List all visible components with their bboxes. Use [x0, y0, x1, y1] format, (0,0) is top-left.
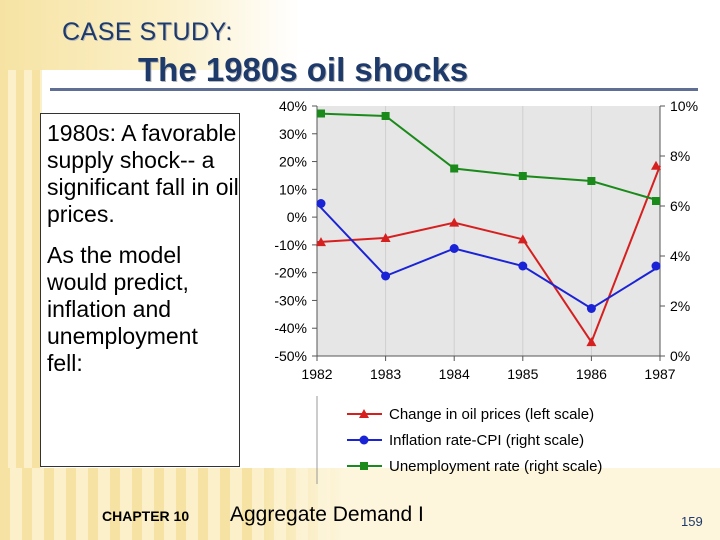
right-axis-tick-label: 4%: [670, 248, 690, 264]
x-axis-tick-label: 1986: [576, 366, 607, 382]
series-line-circle: [316, 202, 661, 310]
left-axis-tick-label: 20%: [279, 154, 307, 170]
left-axis-tick-label: -20%: [274, 265, 307, 281]
series-point-triangle: [380, 232, 391, 242]
right-axis-tick-label: 2%: [670, 298, 690, 314]
oil-shock-chart: 40% 30% 20% 10% 0% -10% -20% -30% -40% -50% 10% 8% 6…: [274, 98, 698, 484]
legend-marker: [359, 409, 369, 418]
series-point-square: [652, 197, 660, 205]
series-point-square: [587, 177, 596, 185]
series-point-square: [450, 164, 459, 173]
right-axis-tick-label: 8%: [670, 148, 690, 164]
series-point-circle: [651, 261, 661, 271]
slide-subtitle: CASE STUDY:: [62, 18, 233, 46]
legend-label: Unemployment rate (right scale): [389, 458, 602, 475]
chart-container: 40% 30% 20% 10% 0% -10% -20% -30% -40% -50% 10% 8% 6…: [250, 96, 720, 490]
left-axis-tick-label: 40%: [279, 98, 307, 114]
left-axis-tick-label: -10%: [274, 237, 307, 253]
legend-label: Inflation rate-CPI (right scale): [389, 432, 584, 449]
series-point-triangle: [517, 234, 528, 244]
body-text-box: 1980s: A favorable supply shock-- a sign…: [40, 113, 240, 467]
series-point-triangle: [586, 337, 597, 347]
bottom-band-fade: [250, 468, 720, 540]
right-axis-tick-label: 10%: [670, 98, 698, 114]
x-axis-tick-label: 1982: [301, 366, 332, 382]
left-decorative-band: [0, 0, 42, 540]
left-axis-tick-label: -50%: [274, 348, 307, 364]
series-point-square: [518, 172, 527, 180]
legend-label: Change in oil prices (left scale): [389, 406, 594, 423]
series-point-triangle: [449, 217, 460, 227]
footer-chapter: CHAPTER 10: [102, 508, 190, 524]
legend-marker: [360, 462, 368, 470]
title-divider: [50, 88, 698, 91]
right-axis-tick-label: 6%: [670, 198, 690, 214]
right-axis-tick-label: 0%: [670, 348, 690, 364]
footer-page-number: 159: [681, 514, 703, 529]
series-point-circle: [518, 261, 528, 271]
footer-course-title: Aggregate Demand I: [230, 503, 424, 526]
series-point-triangle: [651, 160, 661, 170]
left-axis-tick-label: 10%: [279, 181, 307, 197]
body-paragraph-2: As the model would predict, inflation an…: [47, 242, 198, 376]
series-point-circle: [381, 271, 391, 281]
legend-marker: [359, 435, 369, 445]
series-point-square: [317, 109, 325, 118]
series-line-triangle: [316, 165, 661, 345]
x-axis-tick-label: 1983: [370, 366, 401, 382]
slide-title: The 1980s oil shocks: [138, 51, 469, 88]
series-point-triangle: [316, 237, 326, 247]
left-axis-tick-label: 0%: [287, 209, 307, 225]
series-line-square: [316, 112, 661, 202]
series-point-circle: [316, 199, 326, 208]
series-point-square: [381, 112, 390, 120]
left-axis-tick-label: -30%: [274, 292, 307, 308]
left-axis-tick-label: 30%: [279, 126, 307, 142]
series-point-circle: [586, 304, 596, 313]
x-axis-tick-label: 1985: [507, 366, 538, 382]
body-paragraph-1: 1980s: A favorable supply shock-- a sign…: [47, 120, 239, 227]
series-point-circle: [449, 244, 459, 253]
top-decorative-band: [0, 0, 300, 70]
x-axis-tick-label: 1984: [439, 366, 470, 382]
left-axis-tick-label: -40%: [274, 320, 307, 336]
x-axis-tick-label: 1987: [644, 366, 675, 382]
